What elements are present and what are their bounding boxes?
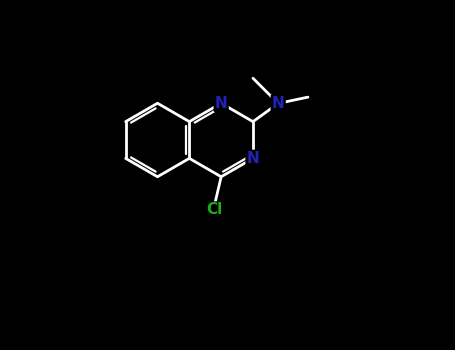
Text: N: N xyxy=(272,96,284,111)
Text: Cl: Cl xyxy=(207,203,223,217)
Text: N: N xyxy=(215,96,228,111)
Text: N: N xyxy=(247,151,259,166)
